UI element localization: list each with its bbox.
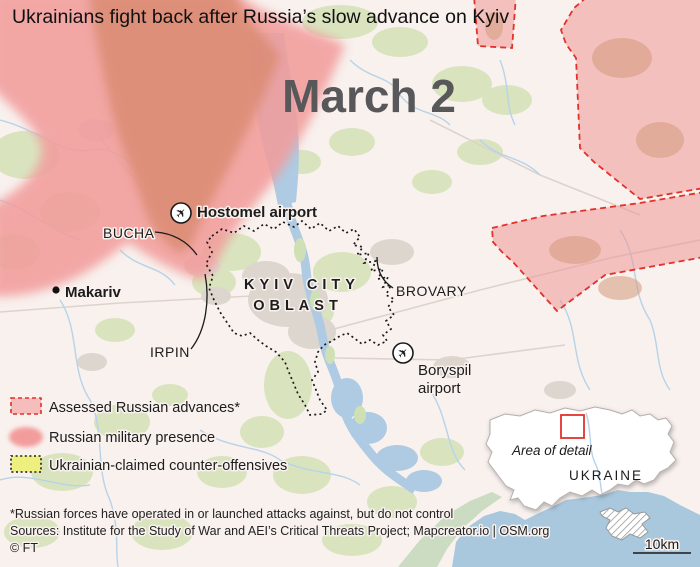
footer: *Russian forces have operated in or laun… <box>9 506 551 557</box>
crimea-hatched <box>599 507 651 541</box>
kyiv-city-oblast-label-line2: OBLAST <box>253 298 343 314</box>
area-of-detail-box <box>560 414 585 439</box>
makariv-dot <box>52 286 60 294</box>
bucha-callout-line <box>154 231 198 256</box>
brovary-callout-line <box>376 256 394 289</box>
scale-label: 10km <box>645 536 679 552</box>
inset-dnipro-river <box>585 412 603 494</box>
sources-text: Sources: Institute for the Study of War … <box>10 524 549 538</box>
legend: Assessed Russian advances* Russian milit… <box>9 397 289 476</box>
legend-label-counter-offensives: Ukrainian-claimed counter-offensives <box>49 458 287 474</box>
ukraine-shape <box>485 406 677 511</box>
ukraine-label: UKRAINE <box>569 468 643 483</box>
date-label: March 2 <box>282 70 456 122</box>
brovary-label: BROVARY <box>396 283 467 299</box>
irpin-callout-line <box>190 273 208 350</box>
legend-swatch-assessed-advances <box>10 397 42 415</box>
kyiv-city-oblast-label-line1: KYIV CITY <box>244 277 360 293</box>
boryspil-airport-label-line2: airport <box>418 380 461 397</box>
hostomel-airport-icon: ✈ <box>170 202 192 224</box>
boryspil-airport-label-line1: Boryspil <box>418 362 471 379</box>
russian-presence-area <box>0 0 345 297</box>
legend-swatch-military-presence <box>9 427 43 447</box>
inset-map: Area of detail UKRAINE <box>398 406 700 567</box>
irpin-label: IRPIN <box>150 344 190 360</box>
advance-terrain-patches <box>485 12 684 300</box>
area-of-detail-label: Area of detail <box>511 443 593 458</box>
scale-bar: 10km <box>633 535 691 554</box>
boryspil-airport-icon: ✈ <box>392 342 414 364</box>
legend-label-assessed-advances: Assessed Russian advances* <box>49 400 240 416</box>
legend-label-military-presence: Russian military presence <box>49 430 215 446</box>
callout-lines <box>154 231 394 350</box>
ft-credit: © FT <box>10 541 38 555</box>
hostomel-airport-label: Hostomel airport <box>197 204 317 221</box>
makariv-label: Makariv <box>65 284 122 301</box>
headline: Ukrainians fight back after Russia’s slo… <box>12 6 509 28</box>
kyiv-city-oblast-boundary <box>205 219 396 416</box>
legend-swatch-counter-offensives <box>10 455 42 473</box>
footnote-text: *Russian forces have operated in or laun… <box>10 507 453 521</box>
bucha-label: BUCHA <box>103 225 155 241</box>
inset-sea <box>452 490 700 567</box>
inset-coast-green <box>398 492 502 567</box>
